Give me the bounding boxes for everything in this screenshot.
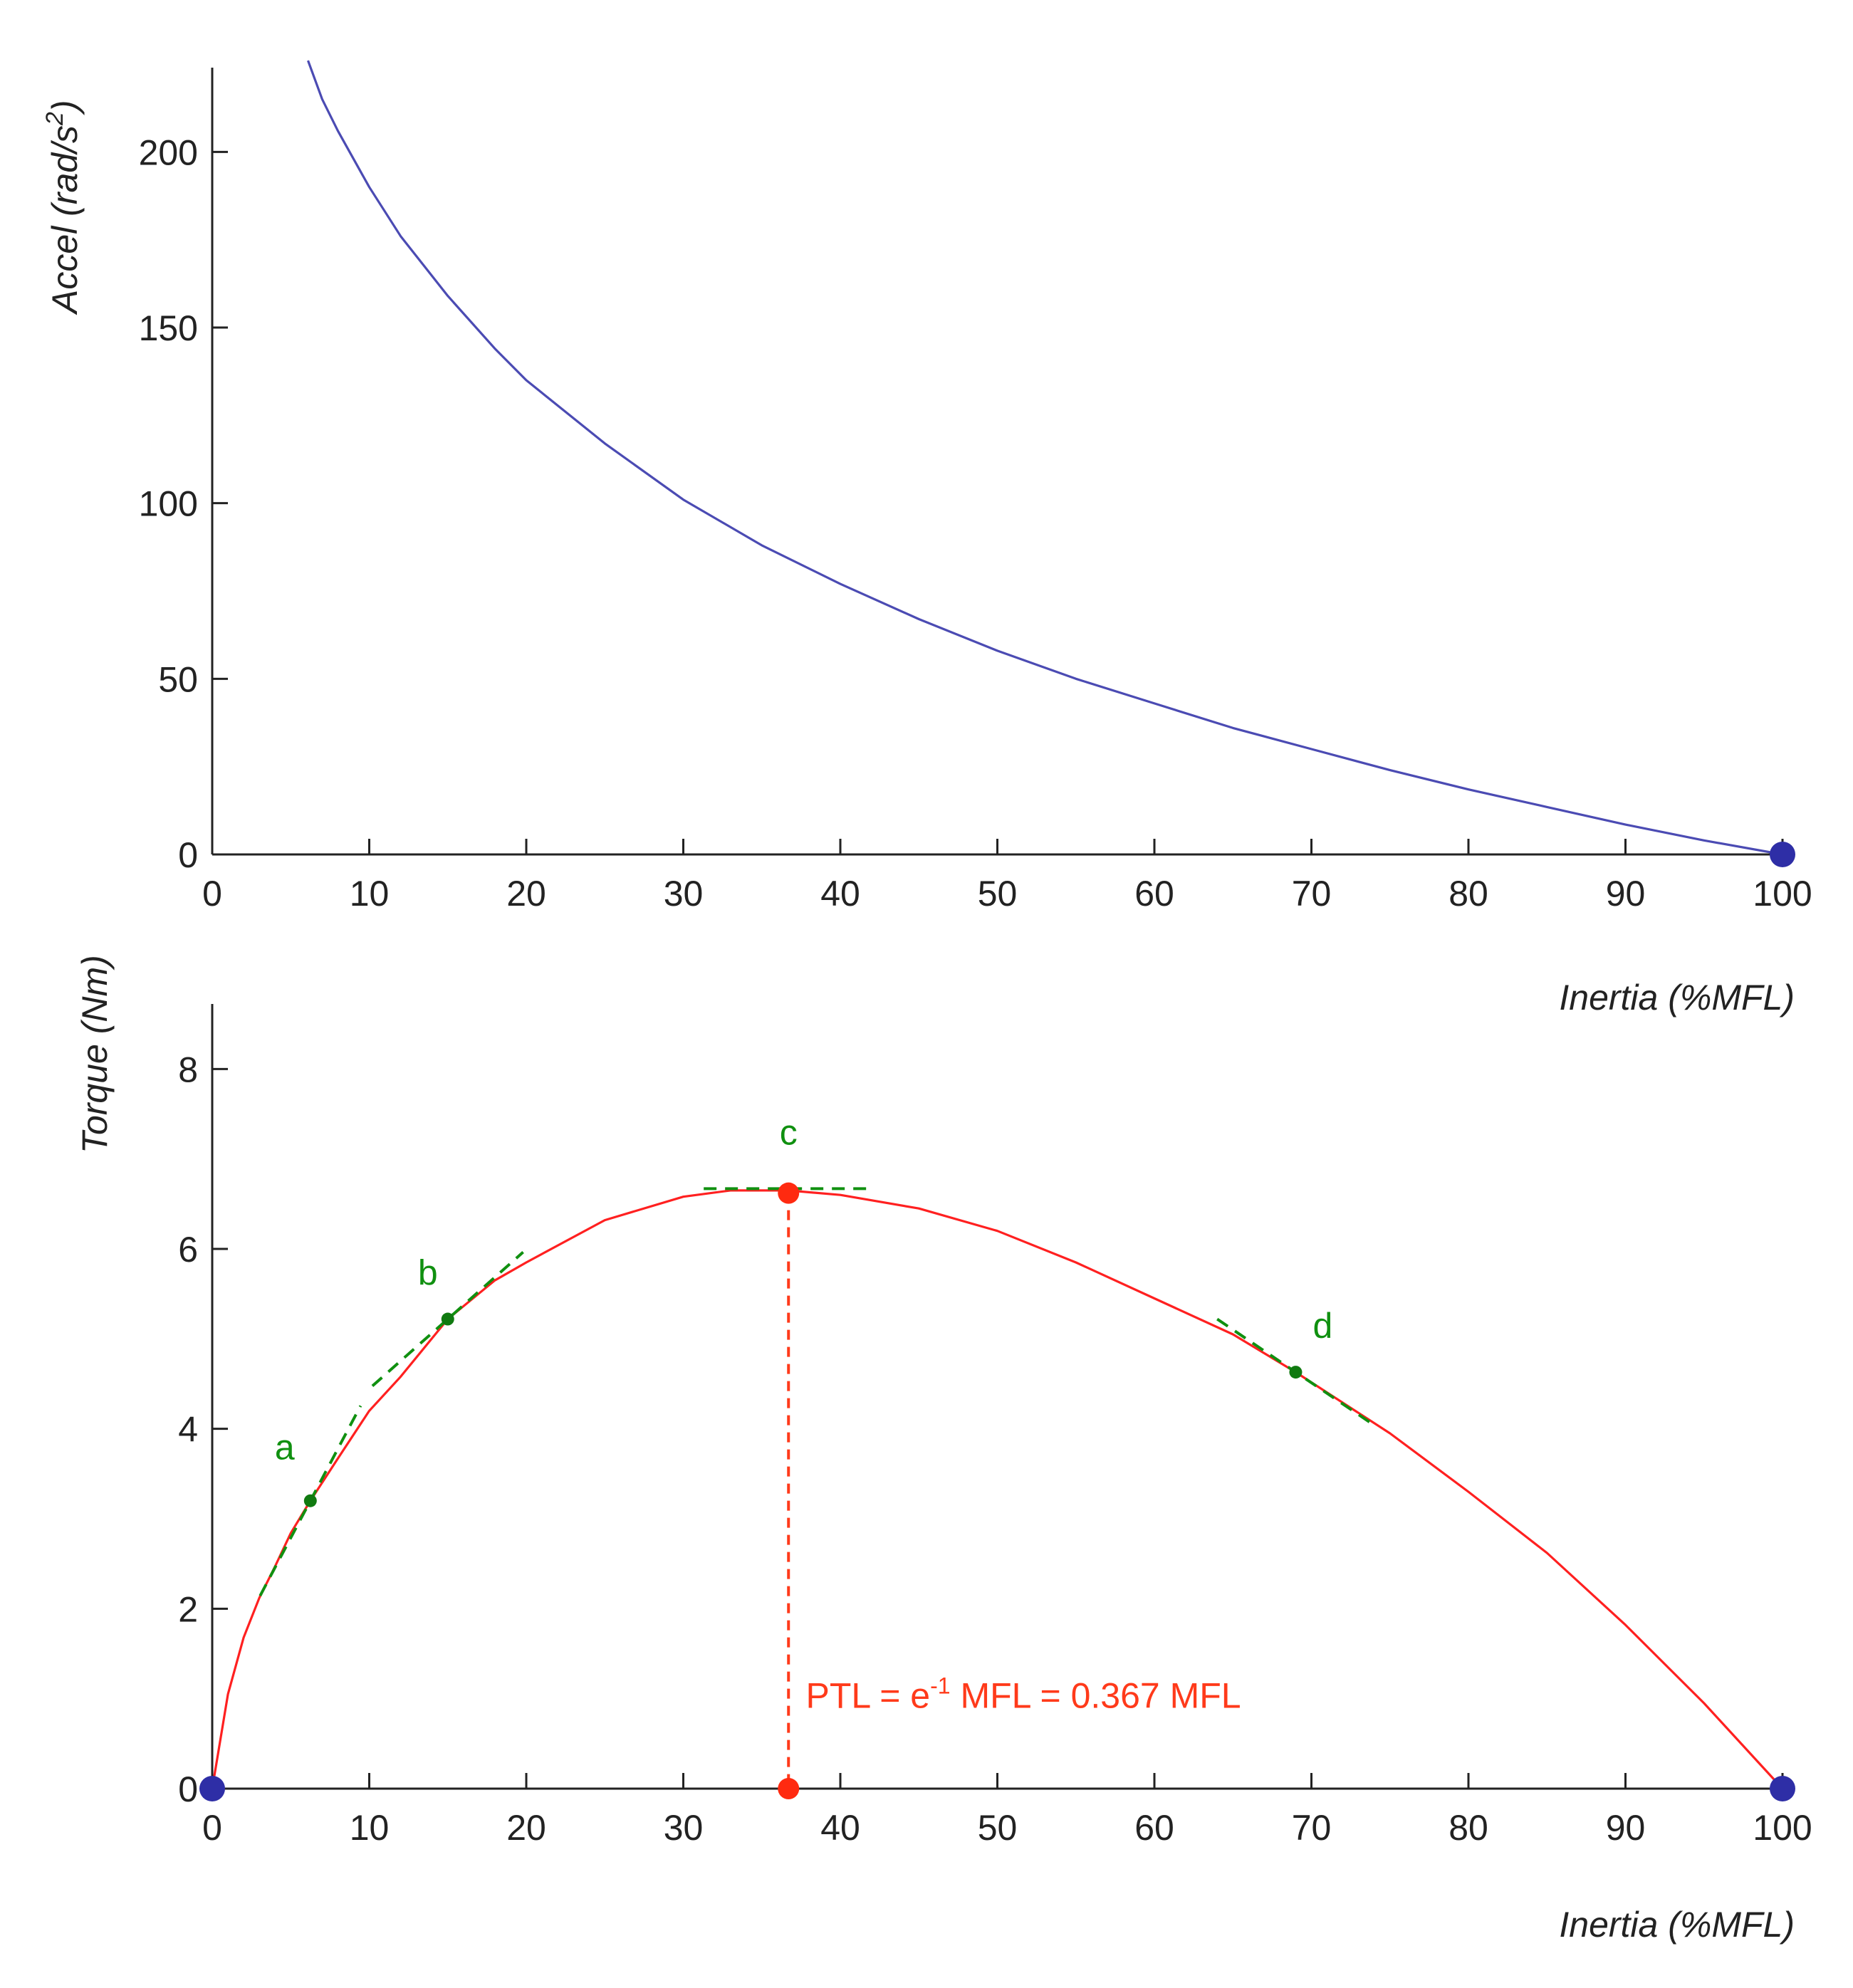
y-tick-label: 100 bbox=[139, 484, 198, 524]
ptl-annotation: PTL = e-1 MFL = 0.367 MFL bbox=[805, 1673, 1241, 1715]
tangent-label-d: d bbox=[1313, 1306, 1333, 1346]
torque-y-axis-title: Torque (Nm) bbox=[75, 955, 115, 1153]
tangent-label-a: a bbox=[275, 1428, 295, 1468]
acceleration-y-axis-title-main: Accel (rad/s bbox=[45, 125, 85, 315]
x-tick-label: 50 bbox=[978, 1808, 1018, 1848]
x-tick-label: 90 bbox=[1606, 874, 1646, 914]
y-tick-label: 150 bbox=[139, 308, 198, 348]
y-tick-label: 8 bbox=[178, 1050, 198, 1089]
series-line-torque bbox=[211, 1189, 1784, 1790]
y-tick-label: 0 bbox=[178, 1769, 198, 1809]
ptl-annotation-rest: MFL = 0.367 MFL bbox=[951, 1675, 1241, 1715]
x-tick-label: 70 bbox=[1292, 1808, 1332, 1848]
marker-peak-base bbox=[778, 1778, 800, 1799]
marker-peak bbox=[778, 1182, 800, 1204]
y-tick-label: 200 bbox=[139, 132, 198, 172]
marker-origin bbox=[199, 1776, 225, 1801]
acceleration-x-axis-title: Inertia (%MFL) bbox=[1559, 978, 1795, 1017]
x-tick-label: 100 bbox=[1753, 874, 1812, 914]
x-tick-label: 0 bbox=[202, 1808, 222, 1848]
torque-chart: 0 10 20 30 40 50 60 70 80 90 100 0 2 4 6 8 a b c d PTL = e… bbox=[75, 955, 1812, 1945]
y-tick-label: 2 bbox=[178, 1589, 198, 1629]
acceleration-ticks: 0 10 20 30 40 50 60 70 80 90 100 0 50 100 150 200 bbox=[139, 132, 1812, 914]
x-tick-label: 30 bbox=[664, 1808, 704, 1848]
x-tick-label: 60 bbox=[1134, 874, 1174, 914]
x-tick-label: 40 bbox=[820, 874, 860, 914]
y-tick-label: 50 bbox=[158, 659, 198, 699]
torque-markers bbox=[199, 1182, 1795, 1801]
tangent-label-c: c bbox=[780, 1112, 798, 1152]
torque-ticks: 0 10 20 30 40 50 60 70 80 90 100 0 2 4 6 8 bbox=[178, 1050, 1812, 1848]
acceleration-axes bbox=[211, 68, 1782, 856]
y-tick-label: 0 bbox=[178, 835, 198, 875]
x-tick-label: 10 bbox=[350, 874, 390, 914]
torque-x-axis-title: Inertia (%MFL) bbox=[1559, 1905, 1795, 1945]
x-tick-label: 80 bbox=[1449, 1808, 1488, 1848]
x-tick-label: 50 bbox=[978, 874, 1018, 914]
x-tick-label: 10 bbox=[350, 1808, 390, 1848]
x-tick-label: 80 bbox=[1449, 874, 1488, 914]
tangent-label-b: b bbox=[418, 1253, 438, 1293]
ptl-annotation-main: PTL = e bbox=[805, 1675, 930, 1715]
x-tick-label: 90 bbox=[1606, 1808, 1646, 1848]
x-tick-label: 100 bbox=[1753, 1808, 1812, 1848]
tangent-point-b bbox=[441, 1312, 454, 1326]
torque-tangents: a b c d bbox=[259, 1112, 1375, 1597]
ptl-annotation-sup: -1 bbox=[930, 1673, 950, 1698]
acceleration-markers bbox=[1770, 842, 1795, 867]
x-tick-label: 20 bbox=[506, 1808, 546, 1848]
acceleration-series bbox=[306, 60, 1783, 856]
x-tick-label: 30 bbox=[664, 874, 704, 914]
x-tick-label: 60 bbox=[1134, 1808, 1174, 1848]
series-line-accel bbox=[306, 60, 1783, 856]
marker-endpoint bbox=[1770, 842, 1795, 867]
x-tick-label: 40 bbox=[820, 1808, 860, 1848]
tangent-point-a bbox=[303, 1494, 317, 1507]
tangent-line-b bbox=[371, 1251, 524, 1388]
y-tick-label: 6 bbox=[178, 1230, 198, 1270]
acceleration-y-axis-title: Accel (rad/s2) bbox=[41, 100, 85, 315]
tangent-point-d bbox=[1289, 1366, 1303, 1379]
acceleration-y-axis-title-close: ) bbox=[45, 100, 85, 115]
marker-endpoint bbox=[1770, 1776, 1795, 1801]
x-tick-label: 20 bbox=[506, 874, 546, 914]
x-tick-label: 70 bbox=[1292, 874, 1332, 914]
y-tick-label: 4 bbox=[178, 1410, 198, 1450]
torque-series bbox=[211, 1189, 1784, 1790]
acceleration-y-axis-title-sup: 2 bbox=[41, 112, 68, 126]
acceleration-chart: 0 10 20 30 40 50 60 70 80 90 100 0 50 100 150 200 Inert… bbox=[41, 60, 1812, 1017]
x-tick-label: 0 bbox=[202, 874, 222, 914]
torque-axes bbox=[211, 1004, 1782, 1790]
